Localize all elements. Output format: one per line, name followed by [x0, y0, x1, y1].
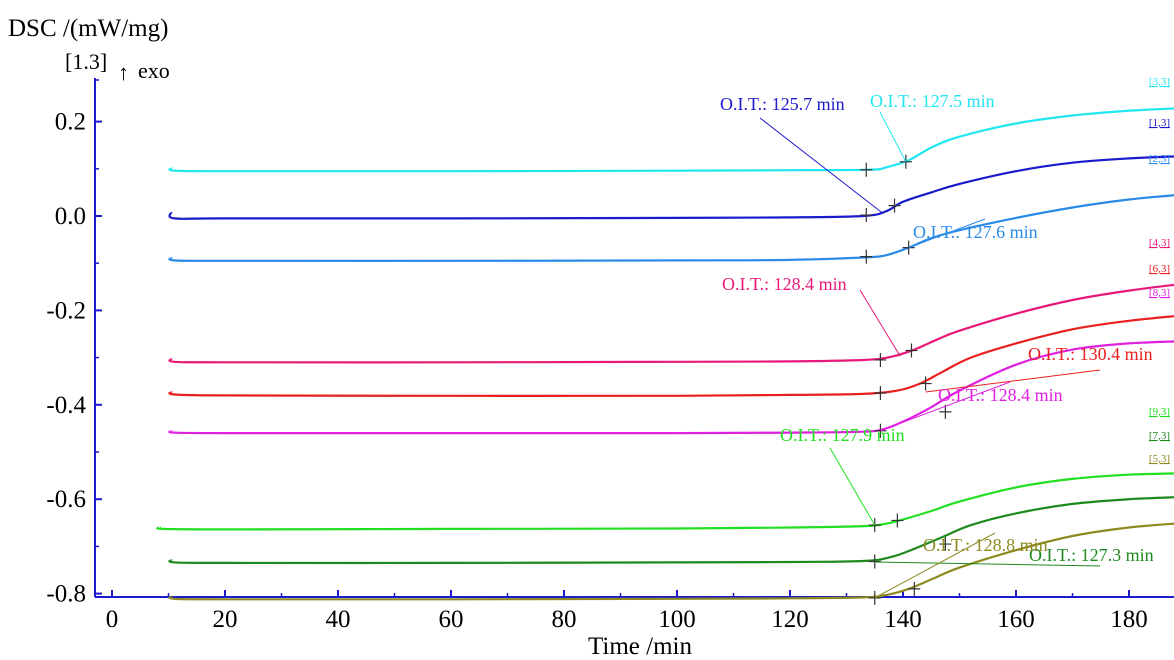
x-tick-label: 80	[552, 606, 577, 633]
series-line	[168, 107, 1174, 173]
series-tag: [6,3]	[1149, 263, 1170, 275]
oit-label: O.I.T.: 127.9 min	[780, 425, 905, 445]
series-tag: [2,3]	[1149, 153, 1170, 165]
oit-leader-line	[759, 117, 884, 215]
oit-leader-line	[908, 218, 986, 249]
oit-leader-line	[874, 532, 996, 599]
x-tick-label: 140	[884, 606, 922, 633]
x-tick-label: 40	[326, 606, 351, 633]
series-line	[168, 522, 1174, 601]
series-tag: [7,3]	[1149, 430, 1170, 442]
oit-label: O.I.T.: 127.5 min	[870, 91, 995, 111]
x-tick-label: 160	[997, 606, 1035, 633]
series-line	[168, 315, 1174, 398]
onset-marker	[860, 249, 873, 264]
y-tick-label: -0.6	[46, 486, 86, 513]
onset-marker	[939, 404, 952, 419]
x-tick-label: 100	[658, 606, 696, 633]
y-tick-label: -0.4	[46, 392, 86, 419]
exo-arrow-icon: ↑	[118, 60, 129, 85]
onset-marker	[874, 386, 887, 400]
x-ticks: 0 20 40 60 80 100 120 140 160 180	[106, 590, 1148, 633]
x-tick-label: 180	[1110, 606, 1148, 633]
series-tag: [9,3]	[1149, 406, 1170, 418]
onset-marker	[868, 554, 881, 569]
onset-marker	[939, 537, 952, 552]
oit-label: O.I.T.: 127.6 min	[913, 222, 1038, 242]
y-tick-label: 0.2	[55, 109, 86, 136]
onset-marker	[860, 162, 873, 177]
y-axis-label: DSC /(mW/mg)	[8, 15, 168, 42]
y-axis-tag: [1.3]	[65, 49, 107, 74]
series-line	[168, 340, 1174, 435]
oit-leader-line	[925, 369, 1101, 393]
series-line	[168, 155, 1174, 220]
series-line	[168, 194, 1174, 262]
series-tag: [1,3]	[1149, 117, 1170, 129]
oit-label: O.I.T.: 130.4 min	[1028, 344, 1153, 364]
x-axis-label: Time /min	[588, 633, 692, 660]
series-tag: [8,3]	[1149, 287, 1170, 299]
onset-marker	[905, 343, 918, 358]
y-tick-label: -0.8	[46, 581, 86, 608]
series-tag: [4,3]	[1149, 237, 1170, 249]
onset-marker	[874, 352, 887, 367]
oit-annotations: O.I.T.: 127.5 min O.I.T.: 125.7 min O.I.T.…	[720, 91, 1154, 605]
series-tag: [3,3]	[1149, 76, 1170, 88]
x-tick-label: 20	[213, 606, 238, 633]
oit-leader-line	[879, 111, 907, 162]
oit-label: O.I.T.: 128.8 min	[923, 535, 1048, 555]
onset-marker	[860, 208, 873, 223]
oit-leader-line	[874, 561, 1101, 567]
oit-leader-line	[859, 289, 901, 357]
y-ticks: 0.2 0.0 -0.2 -0.4 -0.6 -0.8	[46, 79, 102, 608]
onset-marker	[908, 581, 921, 596]
series-line	[168, 496, 1174, 565]
oit-label: O.I.T.: 125.7 min	[720, 94, 845, 114]
exo-label: exo	[138, 58, 170, 83]
y-tick-label: 0.0	[55, 203, 86, 230]
plot-area: 0.2 0.0 -0.2 -0.4 -0.6 -0.8 0 20 40 60 80 100 120 14…	[46, 76, 1174, 633]
x-tick-label: 0	[106, 606, 119, 633]
series-tag: [5,3]	[1149, 453, 1170, 465]
x-tick-label: 120	[771, 606, 809, 633]
x-tick-label: 60	[439, 606, 464, 633]
onset-marker	[891, 513, 904, 528]
oit-leader-line	[829, 447, 876, 526]
y-tick-label: -0.2	[46, 297, 86, 324]
onset-marker	[888, 198, 901, 213]
series-line	[168, 283, 1174, 364]
series-group: [3,3] [1,3] [2,3] [4,3] [6,3] [8,3] [9,3] [7,3]…	[156, 76, 1174, 601]
oit-label: O.I.T.: 127.3 min	[1029, 545, 1154, 565]
onset-marker	[919, 376, 932, 391]
series-line	[156, 472, 1174, 531]
oit-label: O.I.T.: 128.4 min	[722, 274, 847, 294]
oit-leader-line	[880, 381, 1011, 432]
oit-label: O.I.T.: 128.4 min	[938, 385, 1063, 405]
